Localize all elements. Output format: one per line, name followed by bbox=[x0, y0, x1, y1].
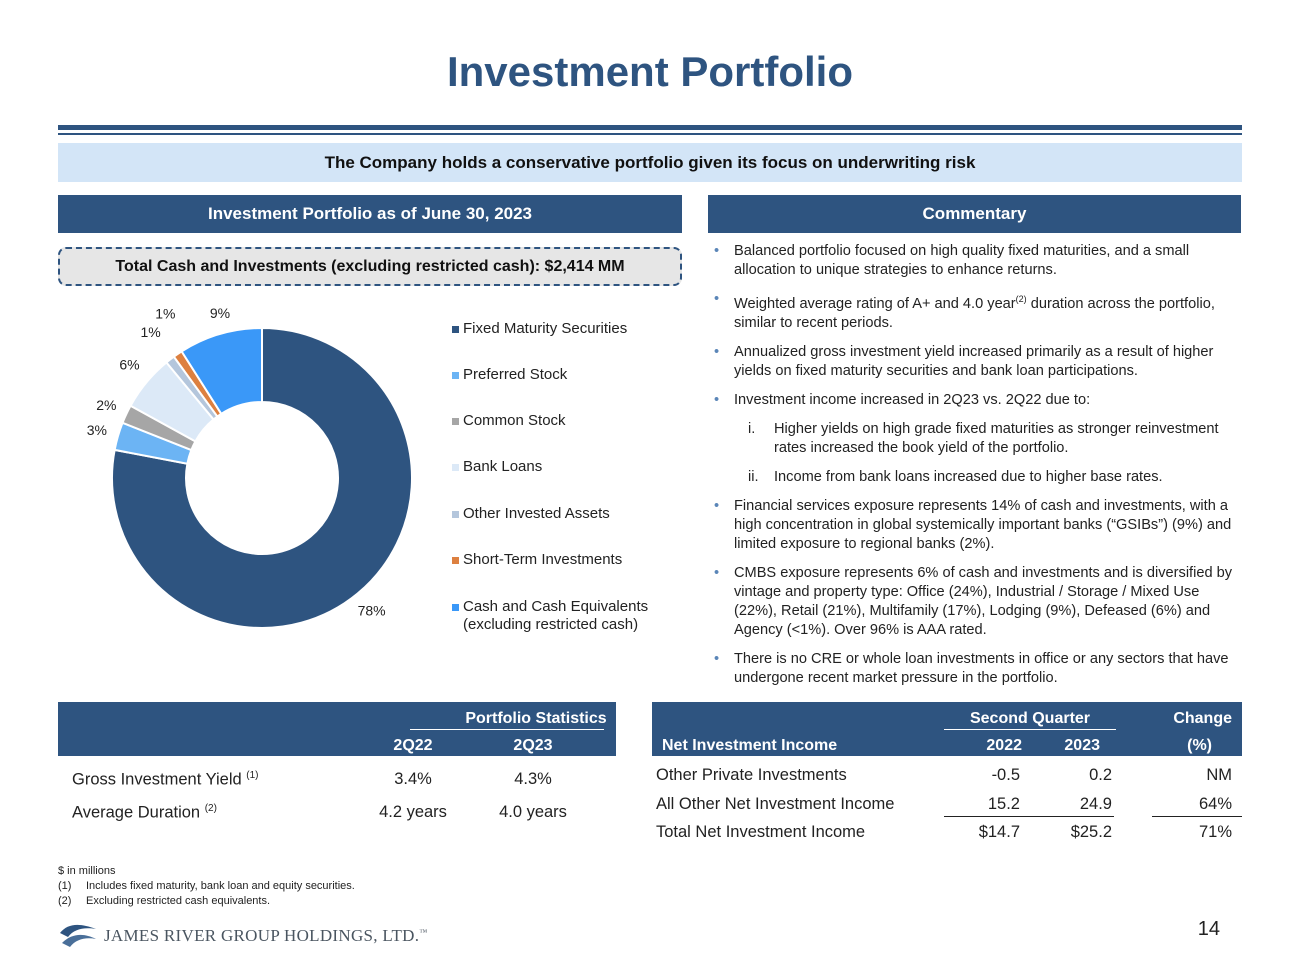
data-label: 2% bbox=[96, 397, 116, 413]
legend-label-wrap: Cash and Cash Equivalents (excluding res… bbox=[463, 598, 648, 634]
column-header-2q23: 2Q23 bbox=[513, 737, 553, 754]
bullet-icon: • bbox=[714, 650, 720, 667]
legend-swatch bbox=[452, 418, 459, 425]
change-header: Change bbox=[1173, 710, 1232, 727]
column-header-2023: 2023 bbox=[1064, 737, 1100, 754]
legend-swatch bbox=[452, 511, 459, 518]
legend-item-bank-loans: Bank Loans bbox=[452, 458, 542, 476]
portfolio-stats-title: Portfolio Statistics bbox=[465, 710, 607, 727]
legend-item-fixed-maturity: Fixed Maturity Securities bbox=[452, 320, 627, 338]
legend-swatch bbox=[452, 557, 459, 564]
commentary-bullet: • CMBS exposure represents 6% of cash and… bbox=[714, 564, 1233, 638]
total-cash-investments-box: Total Cash and Investments (excluding re… bbox=[58, 247, 682, 286]
net-income-header: Second Quarter Change Net Investment Inc… bbox=[652, 702, 1242, 756]
bullet-icon: • bbox=[714, 497, 720, 514]
commentary-bullet: • Annualized gross investment yield incre… bbox=[714, 343, 1214, 379]
bullet-icon: • bbox=[714, 243, 720, 259]
portfolio-section-header: Investment Portfolio as of June 30, 2023 bbox=[58, 195, 682, 233]
legend-swatch bbox=[452, 464, 459, 471]
data-label: 78% bbox=[358, 603, 386, 619]
data-label: 1% bbox=[155, 306, 175, 322]
commentary-bullet: • Weighted average rating of A+ and 4.0 y… bbox=[714, 291, 1215, 331]
portfolio-donut-chart: 78%3%2%6%1%1% 9% bbox=[87, 305, 413, 629]
footnote: (1) Includes fixed maturity, bank loan an… bbox=[58, 880, 355, 892]
second-quarter-header: Second Quarter bbox=[969, 710, 1091, 727]
table-row: Gross Investment Yield (1) 3.4% 4.3% bbox=[72, 770, 552, 789]
commentary-sub-item: ii. Income from bank loans increased due … bbox=[748, 468, 1163, 485]
net-income-row-header: Net Investment Income bbox=[662, 737, 838, 754]
legend-label: Other Invested Assets bbox=[463, 505, 610, 522]
data-label: 9% bbox=[210, 305, 230, 321]
legend-label: Common Stock bbox=[463, 412, 566, 429]
table-row: All Other Net Investment Income 15.2 24.… bbox=[656, 795, 1232, 813]
title-rule-thick bbox=[58, 125, 1242, 130]
bullet-icon: • bbox=[714, 564, 720, 581]
data-label: 6% bbox=[119, 356, 139, 372]
header-underline bbox=[944, 729, 1116, 730]
legend-label: Preferred Stock bbox=[463, 366, 568, 383]
change-pct-header: (%) bbox=[1187, 737, 1212, 754]
company-logo: JAMES RIVER GROUP HOLDINGS, LTD.™ bbox=[58, 920, 427, 952]
bullet-icon: • bbox=[714, 291, 720, 307]
legend-swatch bbox=[452, 372, 459, 379]
title-rule-thin bbox=[58, 133, 1242, 135]
legend-label: Short-Term Investments bbox=[463, 551, 623, 568]
units-note: $ in millions bbox=[58, 865, 116, 877]
legend-swatch bbox=[452, 604, 459, 611]
footnotes: $ in millions (1) Includes fixed maturity… bbox=[58, 864, 355, 909]
donut-slices bbox=[111, 326, 413, 629]
commentary-bullet: • Investment income increased in 2Q23 vs.… bbox=[714, 391, 1091, 408]
legend-label: Fixed Maturity Securities bbox=[463, 320, 628, 337]
legend-item-other-invested: Other Invested Assets bbox=[452, 505, 610, 523]
donut-labels: 78%3%2%6%1%1% 9% bbox=[87, 305, 386, 619]
legend-item-cash: Cash and Cash Equivalents (excluding res… bbox=[452, 598, 648, 634]
bullet-icon: • bbox=[714, 343, 720, 360]
bullet-icon: • bbox=[714, 391, 720, 408]
commentary-bullet: • Balanced portfolio focused on high qual… bbox=[714, 243, 1190, 278]
page-title: Investment Portfolio bbox=[446, 48, 854, 95]
commentary-sub-item: i. Higher yields on high grade fixed matu… bbox=[748, 420, 1219, 456]
commentary-bullet: • Financial services exposure represents … bbox=[714, 497, 1232, 552]
subtotal-underline bbox=[944, 816, 1114, 817]
footnote: (2) Excluding restricted cash equivalents… bbox=[58, 895, 271, 907]
summary-banner: The Company holds a conservative portfol… bbox=[58, 143, 1242, 182]
legend-item-common-stock: Common Stock bbox=[452, 412, 566, 430]
donut-slice bbox=[111, 326, 413, 629]
river-wave-icon bbox=[60, 924, 96, 947]
page-number: 14 bbox=[1197, 918, 1220, 940]
table-row: Total Net Investment Income $14.7 $25.2 … bbox=[656, 823, 1232, 841]
legend-swatch bbox=[452, 326, 459, 333]
data-label: 1% bbox=[140, 324, 160, 340]
table-row: Average Duration (2) 4.2 years 4.0 years bbox=[72, 803, 567, 822]
legend-label: Cash and Cash Equivalents bbox=[463, 598, 649, 615]
donut-slice bbox=[180, 326, 263, 416]
commentary-list: • Balanced portfolio focused on high qual… bbox=[714, 242, 1244, 698]
legend-item-preferred-stock: Preferred Stock bbox=[452, 366, 567, 384]
legend-label: Bank Loans bbox=[463, 458, 543, 475]
portfolio-stats-header: Portfolio Statistics 2Q22 2Q23 bbox=[58, 702, 616, 756]
logo-text: JAMES RIVER GROUP HOLDINGS, LTD.™ bbox=[104, 926, 428, 945]
legend-item-short-term: Short-Term Investments bbox=[452, 551, 622, 569]
commentary-bullet: • There is no CRE or whole loan investmen… bbox=[714, 650, 1229, 686]
header-underline bbox=[410, 729, 604, 730]
commentary-section-header: Commentary bbox=[708, 195, 1241, 233]
table-row: Other Private Investments -0.5 0.2 NM bbox=[656, 766, 1232, 784]
data-label: 3% bbox=[87, 422, 107, 438]
subtotal-underline bbox=[1152, 816, 1242, 817]
legend-label-line2: (excluding restricted cash) bbox=[463, 616, 639, 633]
column-header-2q22: 2Q22 bbox=[393, 737, 433, 754]
column-header-2022: 2022 bbox=[986, 737, 1022, 754]
